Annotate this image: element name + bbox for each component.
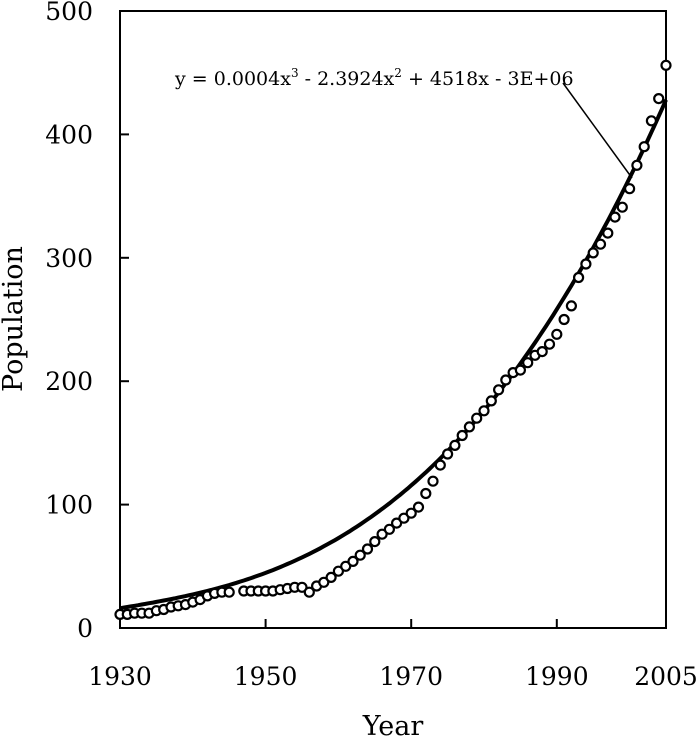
x-tick-label: 1930 xyxy=(88,662,152,691)
data-point xyxy=(383,523,395,535)
data-point xyxy=(456,429,468,442)
data-point xyxy=(412,501,425,513)
y-tick-label: 200 xyxy=(45,367,93,396)
data-point xyxy=(318,576,330,588)
data-point xyxy=(485,395,497,407)
y-tick-label: 0 xyxy=(77,614,93,643)
plot-frame xyxy=(119,10,667,629)
data-point xyxy=(572,271,585,284)
data-point xyxy=(223,586,235,598)
data-point xyxy=(296,581,308,593)
data-point xyxy=(500,374,512,386)
data-point xyxy=(631,159,643,171)
y-axis-title: Population xyxy=(0,246,29,392)
data-point xyxy=(325,571,337,584)
data-point xyxy=(478,405,490,417)
data-point xyxy=(536,346,548,358)
data-point xyxy=(514,364,527,376)
equation-part-3: + 4518x - 3E+06 xyxy=(402,68,574,90)
equation-part-2: - 2.3924x xyxy=(299,68,395,90)
data-point xyxy=(609,211,621,223)
data-point xyxy=(660,59,672,71)
data-point xyxy=(543,338,556,350)
data-point xyxy=(332,565,344,577)
data-point xyxy=(405,507,417,519)
data-point xyxy=(434,459,446,471)
x-tick-label: 1950 xyxy=(234,662,298,691)
tick-labels: 1930 1950 1970 1990 2005 0 100 200 300 400 500 xyxy=(45,0,698,691)
data-point xyxy=(463,421,475,433)
data-point xyxy=(303,586,315,598)
data-point xyxy=(638,141,650,153)
data-point xyxy=(623,183,636,195)
data-point xyxy=(522,357,534,369)
x-tick-label: 1990 xyxy=(525,662,589,691)
data-point xyxy=(493,384,505,396)
data-points xyxy=(114,59,672,621)
data-point xyxy=(616,201,628,213)
trendline-equation: y = 0.0004x3 - 2.3924x2 + 4518x - 3E+06 xyxy=(174,66,574,90)
data-point xyxy=(420,487,432,500)
data-point xyxy=(558,313,570,326)
data-point xyxy=(580,258,592,270)
data-point xyxy=(354,549,366,561)
data-point xyxy=(551,328,563,340)
data-point xyxy=(449,439,461,451)
data-point xyxy=(369,535,381,548)
ticks xyxy=(119,10,667,629)
data-point xyxy=(565,300,578,312)
data-point xyxy=(347,555,359,568)
data-point xyxy=(645,115,658,127)
y-tick-label: 500 xyxy=(45,0,93,26)
data-point xyxy=(471,412,483,424)
y-tick-label: 400 xyxy=(45,120,93,149)
y-tick-label: 300 xyxy=(45,244,93,273)
data-point xyxy=(427,475,439,487)
data-point xyxy=(653,92,665,105)
data-point xyxy=(442,448,454,460)
equation-exp-1: 3 xyxy=(291,66,299,80)
equation-part-1: y = 0.0004x xyxy=(174,68,291,90)
y-tick-label: 100 xyxy=(45,491,93,520)
x-axis-title: Year xyxy=(362,711,424,741)
data-point xyxy=(398,512,410,524)
x-tick-label: 2005 xyxy=(634,662,698,691)
data-point xyxy=(376,528,388,540)
x-tick-label: 1970 xyxy=(379,662,443,691)
data-point xyxy=(361,543,374,555)
equation-leader-line xyxy=(562,82,633,179)
data-point xyxy=(594,238,607,250)
data-point xyxy=(602,227,614,239)
equation-exp-2: 2 xyxy=(394,66,402,80)
data-point xyxy=(340,560,352,572)
data-point xyxy=(391,517,403,529)
data-point xyxy=(587,247,599,259)
